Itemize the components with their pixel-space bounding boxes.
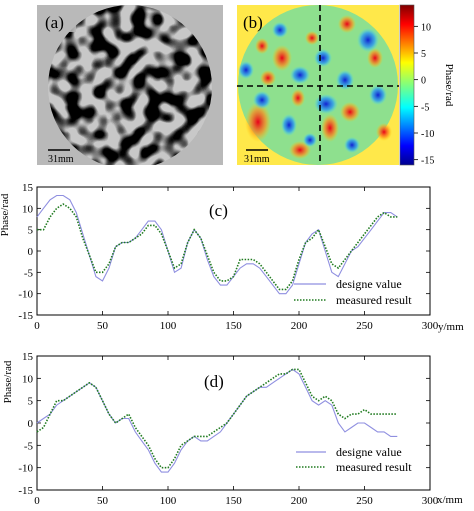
series-line-measured [37,203,398,291]
phase-blob-low [344,137,360,153]
y-tick-label: -5 [24,267,34,279]
chart-c-y-axis-label: Phase/rad [0,193,11,236]
phase-blob-high [338,15,356,33]
colorbar-tick-label: 10 [421,22,431,33]
series-line-measured [36,368,398,469]
colorbar-title: Phase/rad [443,64,455,107]
panel-b: (b) 31mm 10 5 0 -5 -10 -15 Phase/rad [237,4,455,167]
chart-c-x-axis-label: y/mm [438,321,464,333]
chart-d-legend: designe value measured result [296,445,412,474]
colorbar-tick-label: 5 [421,49,426,60]
y-tick-label: -10 [18,289,33,301]
y-tick-label: 15 [22,182,34,194]
phase-blob-high [305,31,319,45]
y-tick-label: 5 [28,396,34,408]
colorbar [399,4,415,166]
x-tick-label: 250 [356,495,373,507]
chart-d-legend-label-design: designe value [336,445,402,459]
phase-blob-high [272,45,292,71]
x-tick-label: 50 [97,495,109,507]
chart-d-x-axis-label: x/mm [437,494,463,506]
phase-blob-high [367,48,383,68]
x-tick-label: 250 [356,320,373,332]
colorbar-tick-label: -15 [421,156,434,167]
series-line-design [36,194,398,295]
chart-c-legend-label-measured: measured result [336,293,412,307]
x-tick-label: 50 [97,320,109,332]
y-tick-label: 0 [28,418,34,430]
y-tick-label: -5 [24,440,34,452]
phase-blob-high [376,123,392,141]
panel-b-scale-label: 31mm [244,154,270,165]
phase-blob-high [321,114,339,142]
x-tick-label: 200 [291,320,308,332]
phase-blob-low [253,91,271,109]
phase-blob-high [291,89,305,107]
phase-blob-high [255,38,269,54]
phase-blob-low [303,133,317,147]
y-tick-label: -15 [18,310,33,322]
phase-blob-high [260,70,276,86]
y-tick-label: 15 [22,351,34,363]
phase-map-blobs [238,15,392,159]
chart-c-panel-label: (c) [209,201,228,220]
y-tick-label: 0 [28,246,34,258]
y-tick-label: 5 [28,225,34,237]
phase-blob-low [369,85,387,105]
colorbar-tick-label: 0 [421,76,426,87]
colorbar-ticks: 10 5 0 -5 -10 -15 [414,22,434,167]
phase-blob-low [272,22,288,38]
x-tick-label: 150 [225,495,242,507]
phase-blob-low [281,114,297,136]
x-tick-label: 300 [422,495,439,507]
chart-d-legend-label-measured: measured result [336,460,412,474]
chart-d-panel-label: (d) [204,372,224,391]
x-tick-label: 0 [34,320,40,332]
colorbar-tick-label: -5 [421,102,429,113]
phase-blob-low [238,61,254,79]
phase-blob-high [340,102,360,122]
phase-blob-low [290,66,310,84]
series-line-design [36,368,398,473]
panel-a-label: (a) [45,13,64,32]
x-tick-label: 150 [225,320,242,332]
y-tick-label: 10 [22,373,34,385]
y-tick-label: -10 [18,463,33,475]
panel-a: (a) 31mm [37,5,223,165]
chart-c-legend: designe value measured result [294,277,412,307]
x-tick-label: 0 [34,495,40,507]
phase-blob-low [314,94,338,114]
y-tick-label: 10 [22,203,34,215]
phase-blob-low [336,70,354,90]
y-tick-label: -15 [18,485,33,497]
x-tick-label: 100 [160,320,177,332]
panel-b-label: (b) [243,13,263,32]
phase-blob-high [245,102,271,142]
panel-a-scale-label: 31mm [48,154,74,165]
chart-c-legend-label-design: designe value [336,277,402,291]
colorbar-tick-label: -10 [421,129,434,140]
phase-blob-low [314,49,332,67]
phase-blob-low [357,28,379,52]
chart-d-y-axis-label: Phase/rad [2,360,14,403]
x-tick-label: 100 [160,495,177,507]
phase-blob-high [289,141,311,159]
x-tick-label: 200 [291,495,308,507]
x-tick-label: 300 [422,320,439,332]
